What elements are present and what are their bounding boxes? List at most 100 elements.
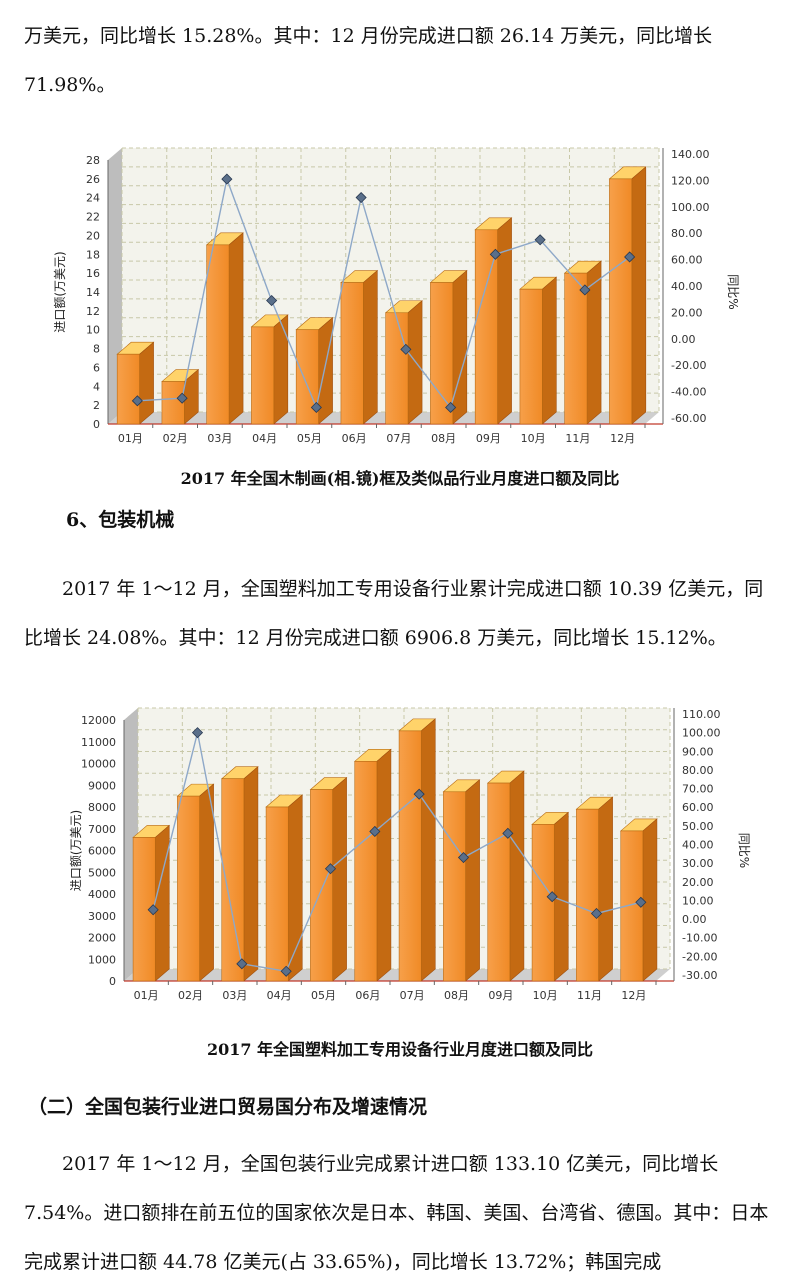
- x-tick-label: 11月: [565, 432, 590, 445]
- y-tick-label: 7000: [88, 823, 116, 836]
- x-tick-label: 12月: [610, 432, 635, 445]
- yoy-point: [176, 392, 188, 404]
- yoy-point: [369, 825, 381, 838]
- y2-tick-label: -20.00: [671, 359, 706, 372]
- bar-side: [542, 276, 557, 425]
- y2-tick-label: 0.00: [671, 333, 696, 346]
- bar: [398, 730, 422, 982]
- yoy-point: [280, 965, 292, 977]
- x-tick-label: 03月: [207, 432, 232, 445]
- y-tick-label: 28: [86, 154, 100, 167]
- y2-tick-label: -20.00: [682, 950, 717, 963]
- y2-tick-label: 20.00: [682, 876, 714, 889]
- bar: [161, 381, 185, 425]
- yoy-line: [152, 732, 642, 973]
- yoy-point: [191, 727, 204, 739]
- bar: [251, 326, 275, 425]
- bar-side: [228, 232, 244, 425]
- bar: [620, 830, 644, 982]
- bar: [564, 272, 588, 425]
- y2-tick-label: 100.00: [671, 201, 710, 214]
- y-tick-label: 20: [86, 229, 100, 242]
- y-tick-label: 22: [86, 211, 100, 224]
- y2-tick-label: -30.00: [682, 969, 717, 982]
- yoy-point: [221, 173, 233, 185]
- y2-tick-label: 140.00: [671, 148, 710, 161]
- y-axis-title: 进口额(万美元): [69, 810, 83, 891]
- yoy-point: [635, 896, 647, 908]
- chart-wood-frames: 0246810121416182022242628-60.00-40.00-20…: [53, 147, 740, 445]
- yoy-point: [502, 827, 514, 839]
- bar: [206, 244, 230, 425]
- y-tick-label: 5000: [88, 866, 116, 879]
- y-tick-label: 10000: [81, 758, 116, 771]
- y2-tick-label: 80.00: [682, 764, 714, 777]
- x-tick-label: 08月: [444, 989, 469, 1002]
- y-tick-label: 26: [86, 173, 100, 186]
- yoy-point: [355, 191, 367, 204]
- y-tick-label: 8000: [88, 801, 116, 814]
- y-tick-label: 6000: [88, 845, 116, 858]
- yoy-point: [534, 234, 546, 246]
- x-tick-label: 02月: [163, 432, 188, 445]
- bar-side: [509, 770, 525, 982]
- y2-tick-label: -60.00: [671, 412, 706, 425]
- yoy-line: [137, 176, 631, 410]
- bar-side: [332, 776, 347, 982]
- x-tick-label: 12月: [621, 989, 646, 1002]
- y2-axis-title: 同比%: [726, 274, 740, 309]
- bar: [354, 761, 378, 982]
- paragraph-3: 2017 年 1～12 月，全国包装行业完成累计进口额 133.10 亿美元，同…: [24, 1153, 769, 1273]
- bar-side: [363, 269, 378, 425]
- y-tick-label: 11000: [81, 736, 116, 749]
- bar-side: [154, 824, 170, 982]
- y-tick-label: 14: [86, 286, 100, 299]
- bar: [340, 282, 364, 425]
- yoy-point: [147, 904, 159, 916]
- x-tick-label: 06月: [355, 989, 380, 1002]
- x-tick-label: 06月: [342, 432, 367, 445]
- yoy-point: [324, 863, 337, 875]
- x-tick-label: 05月: [311, 989, 336, 1002]
- bar-side: [243, 766, 259, 982]
- y2-tick-label: 80.00: [671, 227, 703, 240]
- y-tick-label: 18: [86, 248, 100, 261]
- bar-side: [452, 269, 468, 425]
- bar: [487, 782, 511, 982]
- y-tick-label: 10: [86, 324, 100, 337]
- bar: [430, 282, 454, 425]
- bar: [519, 288, 543, 425]
- x-tick-label: 07月: [400, 989, 425, 1002]
- y-tick-label: 2000: [88, 932, 116, 945]
- yoy-point: [266, 294, 278, 307]
- x-tick-label: 10月: [521, 432, 546, 445]
- y-tick-label: 4: [93, 380, 100, 393]
- x-tick-label: 01月: [118, 432, 143, 445]
- y-tick-label: 1000: [88, 953, 116, 966]
- chart-1-caption: 2017 年全国木制画(相.镜)框及类似品行业月度进口额及同比: [180, 469, 620, 488]
- bar: [474, 229, 498, 425]
- bar-side: [465, 779, 480, 982]
- y-tick-label: 4000: [88, 888, 116, 901]
- y2-tick-label: -40.00: [671, 386, 706, 399]
- bar-side: [598, 796, 613, 982]
- bar: [609, 178, 633, 425]
- bar-side: [642, 818, 658, 982]
- bar: [116, 353, 140, 425]
- bar: [385, 312, 409, 425]
- y2-tick-label: 100.00: [682, 727, 721, 740]
- y-tick-label: 0: [93, 418, 100, 431]
- bar-side: [376, 748, 392, 982]
- bar: [443, 791, 466, 982]
- x-tick-label: 01月: [134, 989, 159, 1002]
- y2-tick-label: 30.00: [682, 857, 714, 870]
- chart-2-caption: 2017 年全国塑料加工专用设备行业月度进口额及同比: [206, 1040, 594, 1059]
- x-tick-label: 09月: [476, 432, 501, 445]
- yoy-point: [489, 248, 501, 260]
- y-tick-label: 16: [86, 267, 100, 280]
- yoy-point: [413, 788, 425, 800]
- y2-axis-title: 同比%: [737, 833, 751, 868]
- y-tick-label: 3000: [88, 910, 116, 923]
- y2-tick-label: 90.00: [682, 745, 714, 758]
- yoy-point: [445, 401, 457, 414]
